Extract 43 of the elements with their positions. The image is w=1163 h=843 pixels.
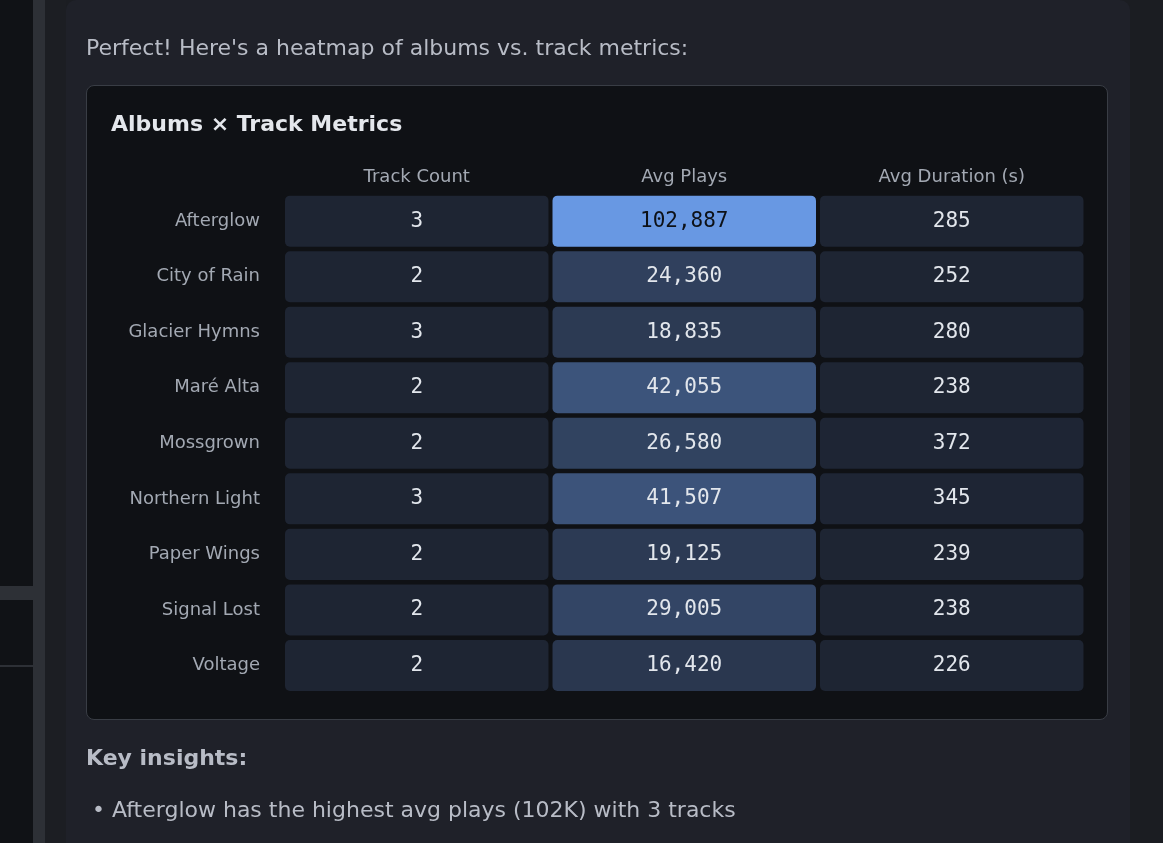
data-label: 3	[410, 318, 424, 343]
data-label: 252	[932, 263, 971, 288]
y-tick-label: Northern Light	[129, 486, 260, 508]
text: • Afterglow has the highest avg plays (102K) with 3 tracks	[92, 796, 736, 824]
data-label: 42,055	[646, 374, 723, 399]
data-label: 238	[932, 596, 971, 621]
data-label: 3	[410, 485, 424, 510]
data-label: 2	[410, 429, 424, 454]
data-label: 2	[410, 596, 424, 621]
y-tick-label: Mossgrown	[159, 430, 260, 452]
data-label: 2	[410, 374, 424, 399]
data-label: 2	[410, 263, 424, 288]
x-tick-label: Track Count	[362, 165, 470, 187]
data-label: 16,420	[646, 651, 723, 676]
text: Key insights:	[86, 744, 248, 772]
data-label: 2	[410, 540, 424, 565]
text: Perfect! Here's a heatmap of albums vs. track metrics:	[86, 34, 689, 62]
y-tick-label: Signal Lost	[161, 597, 260, 619]
data-label: 2	[410, 651, 424, 676]
data-label: 372	[932, 429, 971, 454]
y-tick-label: Afterglow	[174, 208, 260, 230]
data-label: 102,887	[639, 207, 729, 232]
y-tick-label: Glacier Hymns	[128, 319, 260, 341]
data-label: 41,507	[646, 485, 723, 510]
data-label: 26,580	[646, 429, 723, 454]
y-tick-label: Voltage	[192, 653, 260, 675]
data-label: 226	[932, 651, 971, 676]
data-label: 19,125	[646, 540, 723, 565]
y-tick-label: Paper Wings	[148, 542, 260, 564]
y-tick-label: Maré Alta	[174, 375, 260, 397]
data-label: 280	[932, 318, 971, 343]
x-tick-label: Avg Duration (s)	[878, 165, 1025, 187]
data-label: 18,835	[646, 318, 723, 343]
x-tick-label: Avg Plays	[641, 165, 728, 187]
data-label: 3	[410, 207, 424, 232]
y-tick-label: City of Rain	[156, 264, 260, 286]
data-label: 29,005	[646, 596, 723, 621]
data-label: 238	[932, 374, 971, 399]
chart-title: Albums × Track Metrics	[111, 110, 403, 136]
data-label: 239	[932, 540, 971, 565]
data-label: 24,360	[646, 263, 723, 288]
data-label: 345	[932, 485, 971, 510]
data-label: 285	[932, 207, 971, 232]
